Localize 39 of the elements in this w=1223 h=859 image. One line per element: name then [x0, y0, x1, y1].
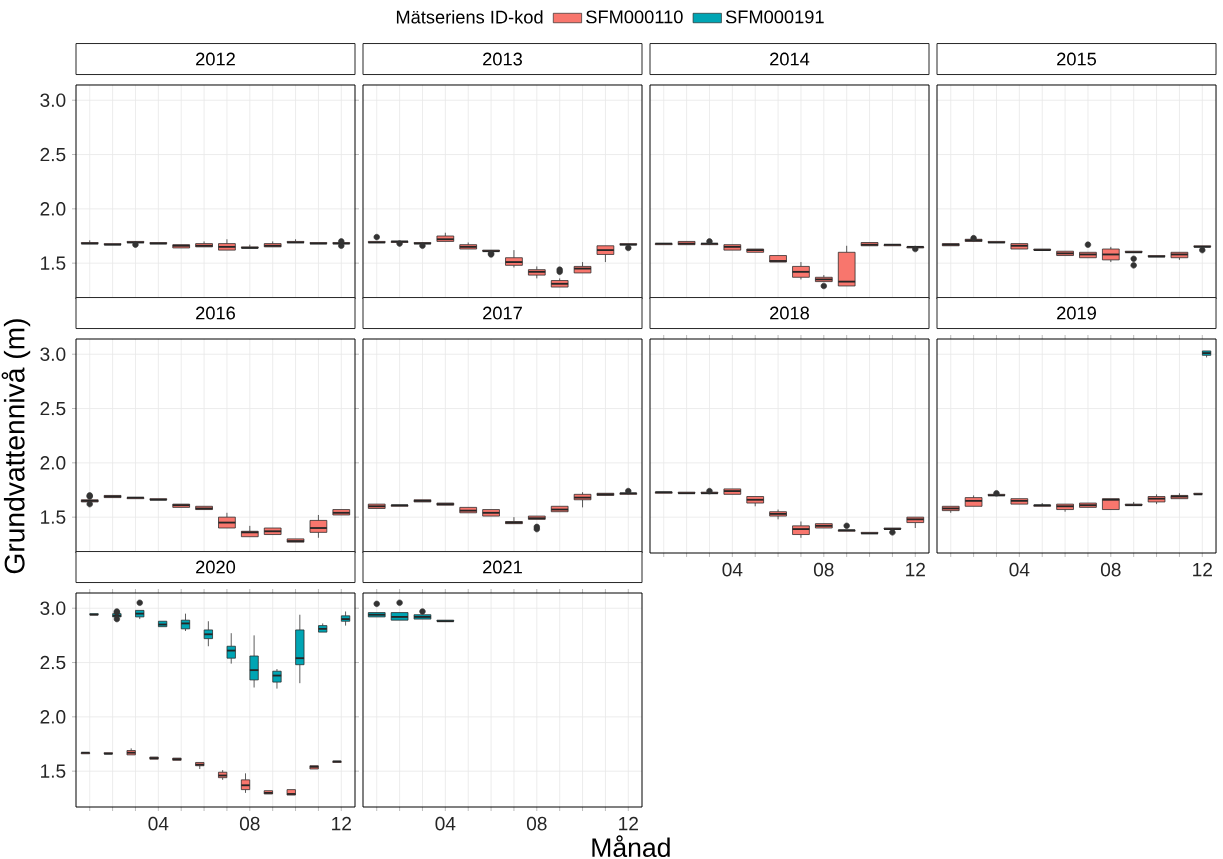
x-tick-label: 04	[148, 816, 169, 831]
chart-title: 2018	[770, 306, 810, 320]
y-tick-label: 2.5	[40, 147, 66, 162]
x-tick-label: 08	[813, 562, 834, 577]
x-tick-label: 04	[1009, 562, 1030, 577]
y-tick-label: 3.0	[40, 347, 66, 361]
x-tick-label: 12	[619, 816, 638, 831]
legend-label: SFM000110	[586, 10, 683, 24]
legend-label: SFM000191	[725, 10, 824, 24]
x-axis-title: Månad	[592, 835, 670, 858]
chart-title: 2017	[483, 306, 522, 320]
legend-title: Mätseriens ID-kod	[396, 10, 543, 24]
y-tick-label: 2.5	[40, 401, 66, 416]
chart-title: 2016	[196, 306, 235, 320]
x-tick-label: 08	[239, 816, 260, 831]
x-tick-label: 04	[435, 816, 456, 831]
x-tick-label: 12	[1193, 562, 1212, 577]
chart-title: 2021	[483, 560, 522, 574]
y-tick-label: 1.5	[41, 764, 66, 778]
y-tick-label: 2.0	[40, 456, 66, 470]
y-tick-label: 2.0	[40, 710, 66, 724]
y-tick-label: 1.5	[41, 510, 66, 524]
y-tick-label: 2.5	[40, 655, 66, 670]
chart-title: 2020	[196, 560, 236, 574]
chart-title: 2013	[483, 52, 522, 66]
x-tick-label: 12	[906, 562, 925, 577]
x-tick-label: 04	[722, 562, 743, 577]
x-tick-label: 12	[332, 816, 351, 831]
y-tick-label: 1.5	[41, 256, 66, 270]
chart-title: 2019	[1057, 306, 1096, 320]
y-tick-label: 3.0	[40, 601, 66, 615]
chart-title: 2012	[196, 52, 235, 66]
x-tick-label: 08	[526, 816, 547, 831]
chart-title: 2015	[1057, 52, 1097, 66]
y-tick-label: 2.0	[40, 202, 66, 216]
y-tick-label: 3.0	[40, 93, 66, 107]
x-tick-label: 08	[1100, 562, 1121, 577]
chart-title: 2014	[770, 52, 810, 66]
y-axis-title: Grundvattennivå (m)	[1, 319, 31, 574]
